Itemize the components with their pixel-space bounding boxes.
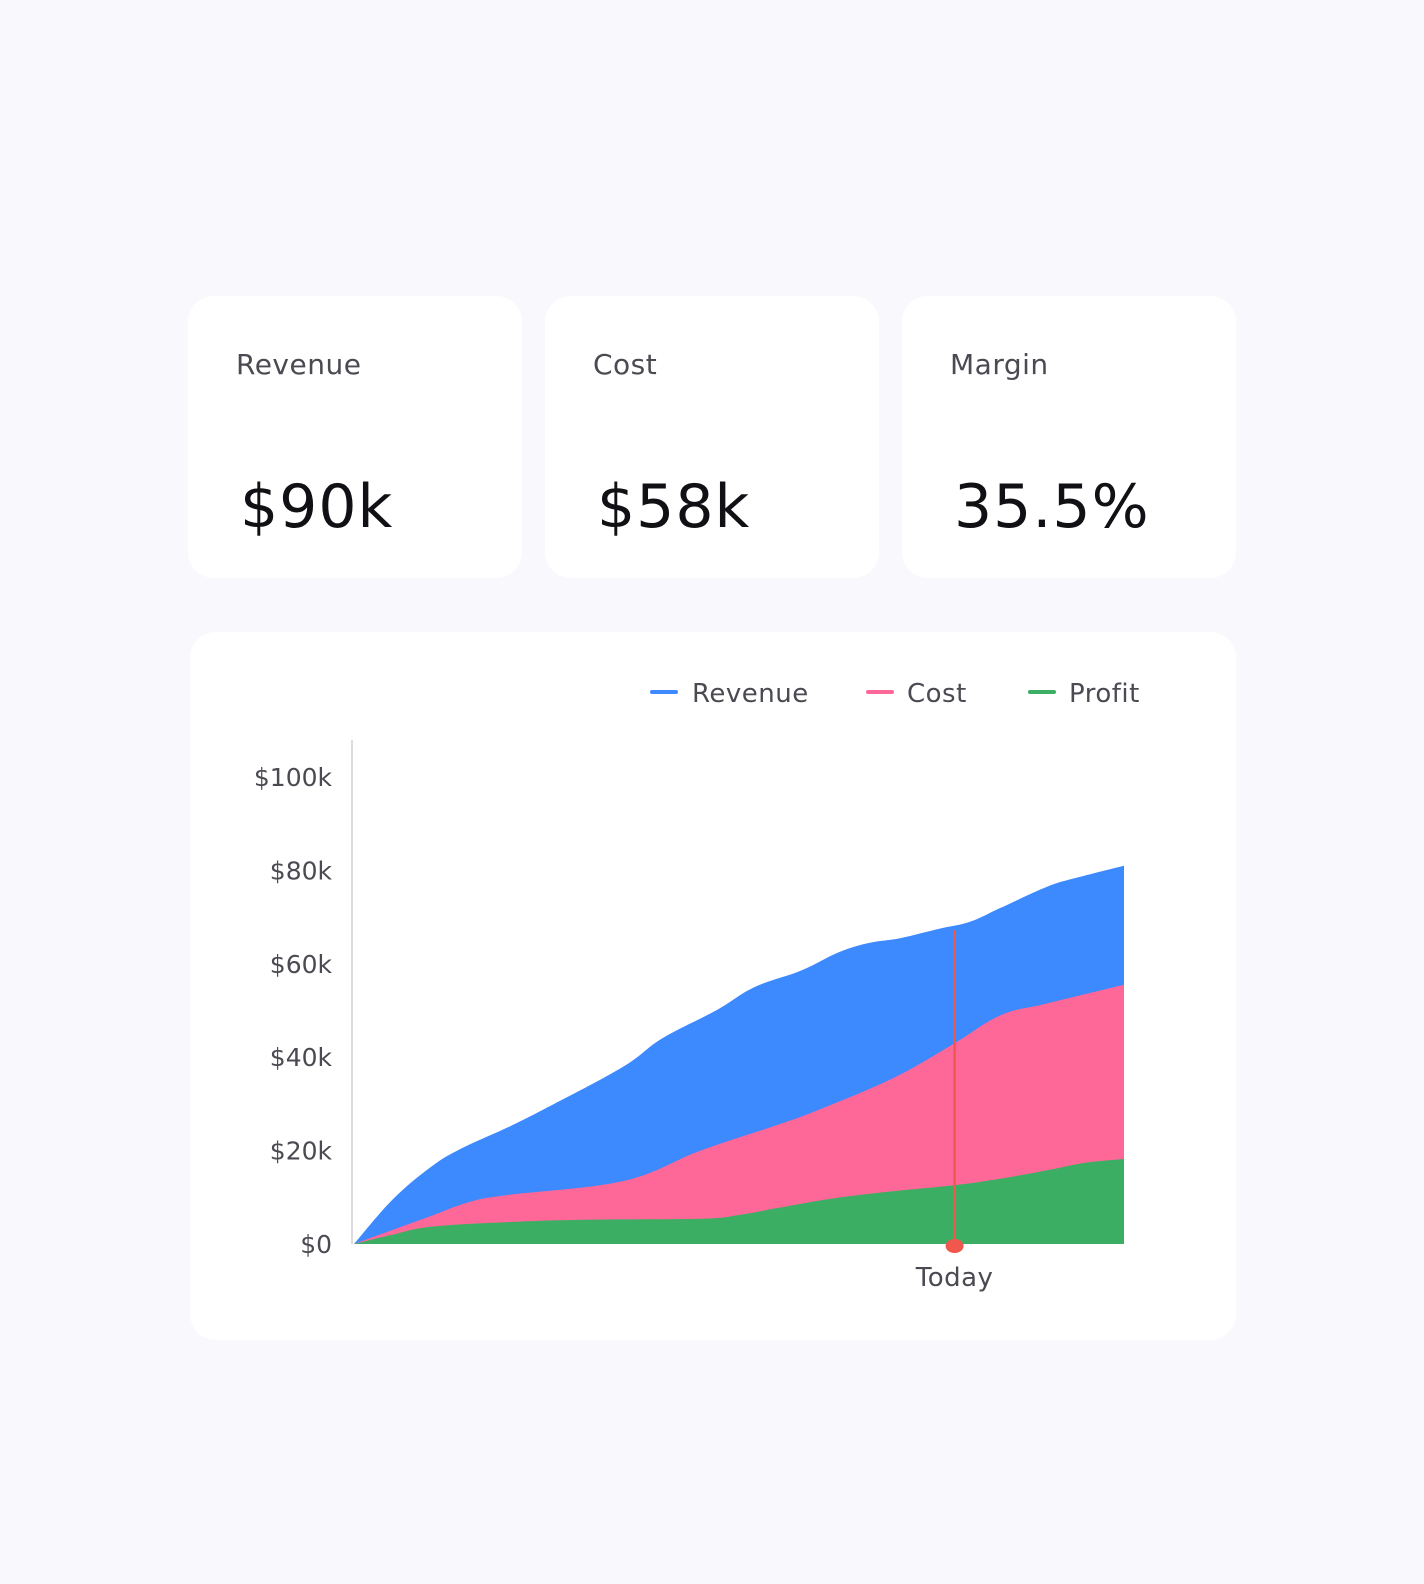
today-marker-dot <box>945 1239 964 1253</box>
y-tick-label: $100k <box>254 763 333 792</box>
legend-label-revenue: Revenue <box>692 679 809 709</box>
kpi-card-margin: Margin 35.5% <box>902 296 1236 578</box>
y-tick-label: $60k <box>270 950 333 979</box>
series-area-cost <box>354 984 1124 1244</box>
chart-axes: $0 $20k $40k $60k $80k $100k <box>254 740 353 1259</box>
kpi-card-cost: Cost $58k <box>545 296 879 578</box>
kpi-label: Margin <box>950 348 1049 381</box>
chart-legend: Revenue Cost Profit <box>650 679 1140 709</box>
kpi-value: $90k <box>240 472 394 542</box>
area-chart: Revenue Cost Profit $0 $20k $40k $60k $80k $100… <box>254 679 1140 1293</box>
today-marker-label: Today <box>915 1263 994 1293</box>
chart-areas <box>354 865 1124 1244</box>
legend-label-cost: Cost <box>907 679 967 709</box>
kpi-label: Cost <box>593 348 658 381</box>
series-area-profit <box>354 1159 1124 1244</box>
y-tick-label: $80k <box>270 856 333 885</box>
y-tick-label: $0 <box>300 1230 332 1259</box>
legend-label-profit: Profit <box>1069 679 1140 709</box>
kpi-label: Revenue <box>236 348 362 381</box>
y-tick-label: $40k <box>270 1043 333 1072</box>
y-tick-label: $20k <box>270 1137 333 1166</box>
today-marker: Today <box>915 930 994 1293</box>
kpi-value: 35.5% <box>954 472 1150 542</box>
kpi-value: $58k <box>597 472 751 542</box>
kpi-card-revenue: Revenue $90k <box>188 296 522 578</box>
chart-card: Revenue Cost Profit $0 $20k $40k $60k $80k $100… <box>190 632 1236 1340</box>
